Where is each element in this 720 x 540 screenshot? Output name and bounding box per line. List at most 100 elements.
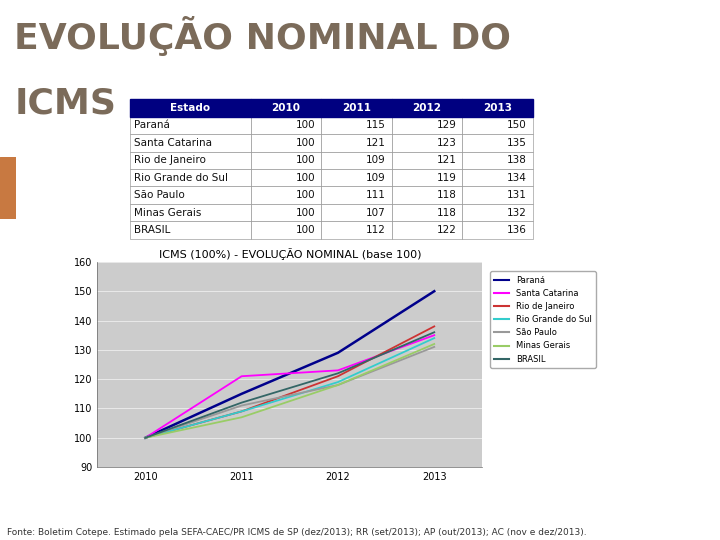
Santa Catarina <box>430 332 438 339</box>
Text: 107: 107 <box>366 207 386 218</box>
Rio de Janeiro <box>430 323 438 329</box>
Text: ICMS: ICMS <box>14 86 117 120</box>
Rio Grande do Sul <box>238 408 246 415</box>
Paraná <box>238 390 246 397</box>
Bar <box>392 152 462 169</box>
Santa Catarina <box>238 373 246 380</box>
Text: 100: 100 <box>295 207 315 218</box>
Text: 150: 150 <box>507 120 527 131</box>
Text: 2012: 2012 <box>413 103 441 113</box>
Minas Gerais <box>430 341 438 347</box>
Bar <box>392 99 462 117</box>
São Paulo <box>333 382 342 388</box>
Bar <box>130 204 251 221</box>
Text: Fonte: Boletim Cotepe. Estimado pela SEFA-CAEC/PR ICMS de SP (dez/2013); RR (set: Fonte: Boletim Cotepe. Estimado pela SEF… <box>7 528 587 537</box>
Title: ICMS (100%) - EVOLUÇÃO NOMINAL (base 100): ICMS (100%) - EVOLUÇÃO NOMINAL (base 100… <box>158 248 421 260</box>
Bar <box>321 99 392 117</box>
Text: 100: 100 <box>295 173 315 183</box>
Text: Minas Gerais: Minas Gerais <box>134 207 201 218</box>
Bar <box>321 117 392 134</box>
Bar <box>321 169 392 186</box>
Text: Santa Catarina: Santa Catarina <box>134 138 212 148</box>
Bar <box>251 134 321 152</box>
Bar <box>130 221 251 239</box>
Bar <box>392 221 462 239</box>
Paraná <box>141 435 150 441</box>
Bar <box>462 99 533 117</box>
Bar <box>462 204 533 221</box>
Bar <box>251 204 321 221</box>
Text: 136: 136 <box>507 225 527 235</box>
Bar <box>251 117 321 134</box>
Bar <box>462 117 533 134</box>
Text: 111: 111 <box>366 190 386 200</box>
Rio de Janeiro <box>238 408 246 415</box>
Bar <box>130 99 251 117</box>
Text: 100: 100 <box>295 138 315 148</box>
Bar <box>251 186 321 204</box>
Bar <box>251 221 321 239</box>
Text: 100: 100 <box>295 120 315 131</box>
Text: 131: 131 <box>507 190 527 200</box>
Rio de Janeiro <box>141 435 150 441</box>
Line: Rio Grande do Sul: Rio Grande do Sul <box>145 338 434 438</box>
Text: 119: 119 <box>436 173 456 183</box>
Text: 100: 100 <box>295 156 315 165</box>
São Paulo <box>141 435 150 441</box>
Text: Rio de Janeiro: Rio de Janeiro <box>134 156 205 165</box>
Paraná <box>333 349 342 356</box>
Text: 118: 118 <box>436 207 456 218</box>
Bar <box>462 221 533 239</box>
Text: 132: 132 <box>507 207 527 218</box>
Text: 100: 100 <box>295 190 315 200</box>
Bar <box>462 134 533 152</box>
Minas Gerais <box>333 382 342 388</box>
Text: 109: 109 <box>366 156 386 165</box>
Rio de Janeiro <box>333 373 342 380</box>
Text: 2013: 2013 <box>483 103 512 113</box>
São Paulo <box>238 402 246 409</box>
Bar <box>130 169 251 186</box>
Text: 123: 123 <box>436 138 456 148</box>
Minas Gerais <box>141 435 150 441</box>
Line: BRASIL: BRASIL <box>145 332 434 438</box>
Bar <box>251 152 321 169</box>
Text: São Paulo: São Paulo <box>134 190 184 200</box>
Text: 122: 122 <box>436 225 456 235</box>
Text: Paraná: Paraná <box>134 120 169 131</box>
Santa Catarina <box>333 367 342 374</box>
Text: 115: 115 <box>366 120 386 131</box>
Line: Paraná: Paraná <box>145 291 434 438</box>
Text: 135: 135 <box>507 138 527 148</box>
Text: 129: 129 <box>436 120 456 131</box>
Legend: Paraná, Santa Catarina, Rio de Janeiro, Rio Grande do Sul, São Paulo, Minas Gera: Paraná, Santa Catarina, Rio de Janeiro, … <box>490 272 596 368</box>
BRASIL <box>333 370 342 376</box>
Bar <box>130 134 251 152</box>
Text: 100: 100 <box>295 225 315 235</box>
Bar <box>321 221 392 239</box>
Text: 2011: 2011 <box>342 103 371 113</box>
Bar <box>130 186 251 204</box>
Bar <box>462 152 533 169</box>
Text: Estado: Estado <box>170 103 210 113</box>
Text: 121: 121 <box>436 156 456 165</box>
BRASIL <box>238 400 246 406</box>
Line: Minas Gerais: Minas Gerais <box>145 344 434 438</box>
Text: 118: 118 <box>436 190 456 200</box>
BRASIL <box>141 435 150 441</box>
Bar <box>392 186 462 204</box>
Minas Gerais <box>238 414 246 421</box>
Text: 121: 121 <box>366 138 386 148</box>
Bar <box>392 169 462 186</box>
Text: EVOLUÇÃO NOMINAL DO: EVOLUÇÃO NOMINAL DO <box>14 16 511 56</box>
Bar <box>130 152 251 169</box>
Paraná <box>430 288 438 294</box>
Bar <box>392 134 462 152</box>
Text: 2010: 2010 <box>271 103 300 113</box>
Text: 138: 138 <box>507 156 527 165</box>
Bar <box>321 204 392 221</box>
São Paulo <box>430 343 438 350</box>
Rio Grande do Sul <box>333 379 342 386</box>
Bar <box>392 117 462 134</box>
Text: 109: 109 <box>366 173 386 183</box>
